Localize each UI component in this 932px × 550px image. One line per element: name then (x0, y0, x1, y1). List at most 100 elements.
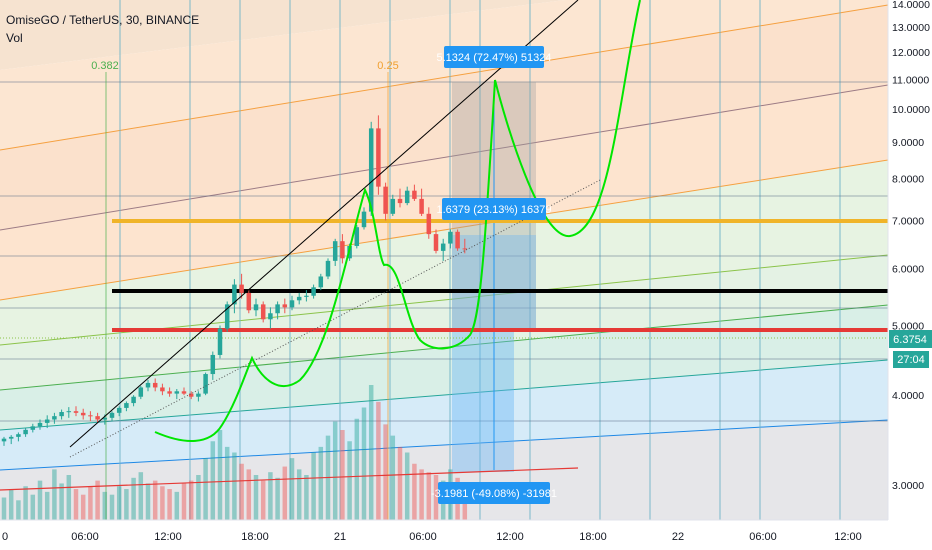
fib-label-025: 0.25 (377, 60, 398, 72)
candle-body (448, 231, 453, 244)
volume-bar (203, 458, 208, 520)
candle-body (340, 241, 345, 259)
volume-bar (419, 469, 424, 520)
candle-body (440, 243, 446, 251)
volume-bar (174, 491, 180, 520)
channel-band-6 (0, 305, 888, 430)
price-tick-label: 13.0000 (892, 22, 930, 34)
candle-body (253, 304, 259, 311)
volume-bar (196, 475, 201, 520)
measure-label-middle: 1.6379 (23.13%) 16379 (437, 204, 552, 216)
time-tick-label: 06:00 (71, 531, 99, 543)
volume-bar (318, 446, 324, 520)
price-tick-label: 6.0000 (892, 264, 924, 276)
candle-body (210, 354, 216, 375)
candle-body (325, 260, 331, 277)
candle-body (311, 287, 316, 296)
volume-indicator-label: Vol (6, 31, 23, 45)
candle-body (160, 387, 165, 392)
price-tick-label: 10.0000 (892, 104, 930, 116)
volume-bar (224, 446, 230, 520)
time-axis[interactable]: 0 06:00 12:00 18:00 21 06:00 12:00 18:00 22 06:00… (0, 519, 888, 550)
price-tick-label: 8.0000 (892, 174, 924, 186)
candle-body (181, 391, 187, 394)
candle-body (289, 300, 295, 308)
candle-body (152, 382, 158, 388)
volume-bar (181, 483, 187, 520)
candle-body (426, 213, 432, 235)
channel-band-3 (0, 85, 888, 300)
candle-body (412, 190, 417, 199)
volume-bar (145, 483, 151, 520)
volume-bar (116, 486, 122, 520)
volume-bar (383, 424, 388, 520)
candle-body (116, 407, 122, 413)
volume-bar (210, 441, 216, 520)
candle-body (282, 304, 288, 308)
dotted-trendline (69, 179, 601, 458)
symbol-title: OmiseGO / TetherUS, 30, BINANCE (6, 13, 199, 27)
measure-badge-middle[interactable]: 1.6379 (23.13%) 16379 (437, 198, 552, 220)
channel-line-2 (0, 159, 889, 301)
candle-body (203, 374, 208, 394)
volume-bar (404, 452, 410, 520)
measure-label-bottom: -3.1981 (-49.08%) -31981 (431, 488, 557, 500)
volume-bar (311, 452, 316, 520)
volume-bar (340, 430, 345, 520)
measure-badge-bottom[interactable]: -3.1981 (-49.08%) -31981 (431, 482, 557, 504)
volume-bar (332, 421, 338, 520)
volume-bar (412, 463, 417, 520)
candle-body (37, 422, 43, 427)
volume-bar (361, 407, 367, 520)
price-tick-label: 3.0000 (892, 480, 924, 492)
volume-bar (232, 452, 237, 520)
time-tick-label: 18:00 (579, 531, 607, 543)
candle-body (433, 234, 439, 251)
candle-body (390, 198, 396, 214)
price-tick-label: 11.0000 (892, 74, 929, 86)
candle-body (16, 434, 21, 437)
price-axis[interactable]: 14.0000 13.0000 12.0000 11.0000 10.0000 9.000… (887, 0, 932, 520)
volume-bar (376, 401, 381, 520)
measure-badge-top[interactable]: 5.1324 (72.47%) 51324 (437, 46, 552, 68)
price-tick-label: 9.0000 (892, 137, 924, 149)
price-tick-label: 5.0000 (892, 320, 924, 332)
volume-bar (8, 489, 14, 520)
candle-body (88, 415, 93, 417)
volume-bar (217, 430, 223, 520)
candle-body (232, 284, 237, 305)
volume-bar (95, 480, 100, 520)
volume-bar (109, 494, 115, 520)
candle-body (145, 382, 151, 388)
volume-bar (282, 466, 288, 520)
time-tick-label: 06:00 (409, 531, 437, 543)
candle-body (246, 292, 252, 311)
volume-bar (160, 486, 165, 520)
volume-bar (73, 489, 79, 520)
channel-line-6 (0, 419, 889, 471)
candle-body (188, 393, 194, 397)
volume-bar (167, 489, 172, 520)
volume-bar (124, 489, 129, 520)
channel-band-8 (0, 420, 888, 520)
candle-body (138, 387, 144, 397)
volume-bar (52, 469, 57, 520)
grid (0, 0, 888, 520)
candle-body (44, 419, 50, 423)
black-trendline (69, 0, 579, 448)
candle-body (275, 304, 280, 314)
candle-body (73, 411, 79, 413)
volume-bar (246, 469, 252, 520)
candle-body (8, 436, 14, 439)
bar-countdown-badge: 27:04 (893, 351, 929, 368)
volume-bar (433, 475, 439, 520)
candle-body (368, 128, 374, 212)
channel-line-1 (0, 84, 889, 231)
time-tick-label: 12:00 (154, 531, 182, 543)
candle-body (196, 393, 201, 397)
candle-body (462, 248, 468, 250)
candle-body (376, 128, 381, 187)
time-tick-label: 06:00 (749, 531, 777, 543)
